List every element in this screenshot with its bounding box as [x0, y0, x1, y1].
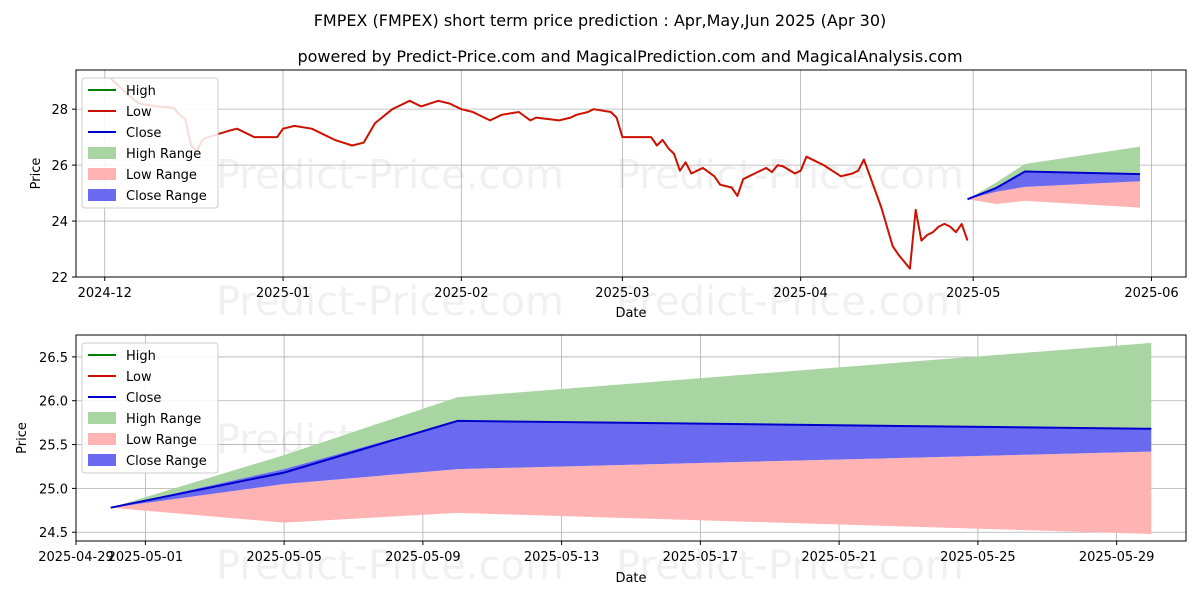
- x-tick-label: 2024-12: [78, 286, 132, 301]
- close-forecast-line: [967, 170, 1141, 201]
- x-tick-label: 2025-05-21: [801, 550, 877, 565]
- legend-close-range-swatch: [88, 454, 116, 466]
- legend-low-range-label: Low Range: [126, 433, 197, 448]
- low-range-band: [967, 181, 1140, 208]
- legend-close-range-label: Close Range: [126, 454, 207, 469]
- y-tick-label: 26: [51, 159, 68, 174]
- close-range-band: [967, 171, 1140, 200]
- low-history-line: [109, 77, 969, 270]
- y-tick-label: 24.5: [39, 526, 68, 541]
- legend-high-range-swatch: [88, 147, 116, 159]
- legend-high-label: High: [126, 349, 156, 364]
- x-tick-label: 2025-05-17: [663, 550, 739, 565]
- watermark-text: Predict-Price.com: [616, 153, 964, 199]
- chart-subtitle: powered by Predict-Price.com and Magical…: [297, 47, 962, 66]
- x-tick-label: 2025-01: [256, 286, 310, 301]
- legend: High Low Close High Range Low Range Close Ran…: [81, 77, 219, 209]
- x-axis-label: Date: [615, 571, 646, 586]
- legend-low-range-label: Low Range: [126, 168, 197, 183]
- high-range-band: [967, 146, 1140, 200]
- x-tick-label: 2025-03: [595, 286, 649, 301]
- legend: High Low Close High Range Low Range Close Ran…: [81, 342, 219, 474]
- top-panel: Predict-Price.com Predict-Price.com Predic…: [29, 69, 1187, 325]
- watermark-text: Predict-Price.com: [216, 153, 564, 199]
- y-tick-label: 25.0: [39, 482, 68, 497]
- y-tick-label: 28: [51, 103, 68, 118]
- y-tick-label: 25.5: [39, 439, 68, 454]
- legend-close-range-swatch: [88, 189, 116, 201]
- y-axis-label: Price: [15, 422, 30, 454]
- y-tick-label: 26.0: [39, 395, 68, 410]
- chart-title: FMPEX (FMPEX) short term price predictio…: [314, 11, 887, 30]
- x-tick-label: 2025-04: [773, 286, 827, 301]
- x-axis-label: Date: [615, 306, 646, 321]
- legend-close-range-label: Close Range: [126, 189, 207, 204]
- plot-frame: [75, 334, 1187, 542]
- watermark-text: Predict-Price.com: [216, 543, 564, 589]
- watermark-text: Predict-Price.com: [616, 279, 964, 325]
- legend-low-range-swatch: [88, 168, 116, 180]
- legend-close-label: Close: [126, 126, 161, 141]
- x-tick-label: 2025-05-29: [1079, 550, 1155, 565]
- legend-low-label: Low: [126, 105, 152, 120]
- legend-high-range-swatch: [88, 412, 116, 424]
- x-tick-label: 2025-05-01: [108, 550, 184, 565]
- legend-high-range-label: High Range: [126, 147, 201, 162]
- legend-high-range-label: High Range: [126, 412, 201, 427]
- legend-high-label: High: [126, 84, 156, 99]
- x-tick-label: 2025-05-25: [940, 550, 1016, 565]
- x-tick-label: 2025-02: [434, 286, 488, 301]
- legend-low-label: Low: [126, 370, 152, 385]
- x-tick-label: 2025-05: [946, 286, 1000, 301]
- x-tick-label: 2025-05-13: [524, 550, 600, 565]
- low-range-band: [110, 451, 1152, 534]
- watermark-text: Predict-Price.com: [216, 279, 564, 325]
- x-tick-label: 2025-06: [1124, 286, 1178, 301]
- x-tick-label: 2025-04-29: [38, 550, 114, 565]
- y-tick-label: 26.5: [39, 351, 68, 366]
- x-tick-label: 2025-05-09: [385, 550, 461, 565]
- bottom-panel: Predict-Price.comPredict-Price.comPredic…: [15, 334, 1187, 589]
- close-range-band: [110, 420, 1152, 508]
- watermark-text: Predict-Price.com: [616, 543, 964, 589]
- high-range-band: [110, 342, 1152, 508]
- legend-low-range-swatch: [88, 433, 116, 445]
- plot-frame: [75, 69, 1187, 278]
- close-forecast-line: [110, 419, 1152, 509]
- y-axis-label: Price: [29, 158, 44, 190]
- legend-close-label: Close: [126, 391, 161, 406]
- y-tick-label: 24: [51, 215, 68, 230]
- x-tick-label: 2025-05-05: [246, 550, 322, 565]
- y-tick-label: 22: [51, 271, 68, 286]
